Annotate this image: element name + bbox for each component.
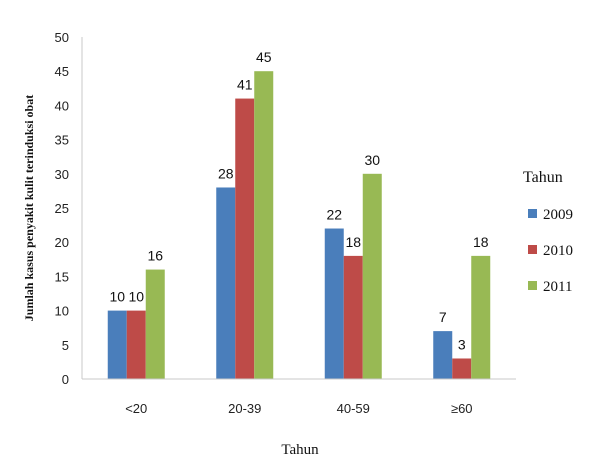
data-label: 10 [128,289,144,305]
data-label: 7 [439,309,447,325]
x-tick-label: 20-39 [228,401,261,416]
legend-title: Tahun [523,169,563,186]
legend: Tahun 2009 2010 2011 [523,169,573,295]
y-tick-label: 25 [55,201,69,216]
y-tick-label: 10 [55,304,69,319]
x-tick-label: ≥60 [451,401,473,416]
bars [107,71,491,379]
bar-2011-2 [362,173,382,379]
data-label: 28 [218,165,234,181]
bar-2009-2 [324,228,344,379]
y-tick-label: 40 [55,98,69,113]
data-label: 10 [109,289,125,305]
bar-2010-3 [452,358,472,379]
bar-2011-1 [254,71,274,379]
data-label: 3 [458,336,466,352]
bar-2010-0 [126,310,146,379]
bar-2011-0 [145,269,165,379]
bar-2010-2 [343,255,363,379]
data-label: 16 [147,248,163,264]
data-label: 18 [473,234,489,250]
y-axis-ticks: 0 5 10 15 20 25 30 35 40 45 50 [55,30,69,387]
y-tick-label: 30 [55,167,69,182]
x-axis-ticks: <20 20-39 40-59 ≥60 [125,401,472,416]
x-tick-label: <20 [125,401,147,416]
data-label: 41 [237,77,253,93]
legend-label: 2011 [543,279,572,295]
y-tick-label: 20 [55,235,69,250]
y-tick-label: 50 [55,30,69,45]
x-axis-label: Tahun [281,442,319,458]
bar-2009-1 [216,187,236,379]
legend-label: 2009 [543,207,573,223]
legend-label: 2010 [543,243,573,259]
y-tick-label: 15 [55,269,69,284]
data-label: 22 [326,207,342,223]
legend-swatch-2010 [528,245,537,254]
bar-2011-3 [471,255,491,379]
data-labels: 10 28 22 7 10 41 18 3 16 45 30 18 [109,49,488,352]
bar-2010-1 [235,98,255,379]
data-label: 45 [256,49,272,65]
y-tick-label: 5 [62,338,69,353]
data-label: 18 [345,234,361,250]
y-axis-label: Jumlah kasus penyakit kulit terinduksi o… [22,95,36,321]
bar-2009-3 [433,331,453,379]
legend-swatch-2009 [528,209,537,218]
bar-2009-0 [107,310,127,379]
x-tick-label: 40-59 [337,401,370,416]
data-label: 30 [364,152,380,168]
y-tick-label: 45 [55,64,69,79]
legend-swatch-2011 [528,281,537,290]
y-tick-label: 0 [62,372,69,387]
y-tick-label: 35 [55,133,69,148]
